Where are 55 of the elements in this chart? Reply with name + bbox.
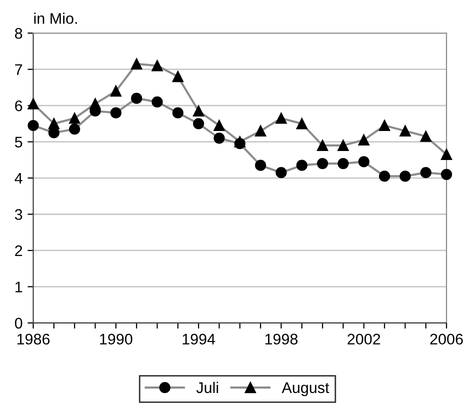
point [152, 60, 163, 72]
x-tick-label: 1986 [17, 334, 50, 345]
y-tick-label: 3 [14, 209, 22, 220]
point [358, 134, 370, 146]
point [440, 148, 452, 160]
point [254, 160, 266, 171]
point [378, 170, 390, 182]
point [400, 170, 411, 182]
y-tick-label: 7 [15, 64, 22, 75]
point [131, 58, 142, 70]
legend-label: August [282, 382, 330, 396]
point [192, 105, 204, 117]
point [214, 120, 225, 132]
legend-label: Juli [196, 382, 218, 394]
x-tick-label: 2002 [348, 334, 380, 345]
point [338, 158, 349, 170]
point [172, 107, 184, 118]
y-tick-label: 1 [16, 282, 22, 292]
point [420, 130, 432, 142]
x-tick-label: 1998 [265, 334, 298, 345]
point [172, 71, 184, 82]
point [192, 118, 204, 130]
point [378, 120, 390, 132]
point [110, 86, 122, 97]
y-tick-label: 8 [15, 28, 22, 39]
point [28, 120, 39, 132]
x-tick-label: 2006 [430, 334, 463, 345]
point [338, 140, 349, 151]
y-axis-title: in Mio. [34, 12, 77, 24]
point [254, 125, 266, 136]
point [296, 118, 308, 130]
point [316, 140, 328, 151]
y-tick-label: 0 [14, 318, 22, 329]
x-tick-label: 1990 [100, 334, 132, 345]
point [440, 168, 452, 180]
x-tick-label: 1994 [182, 334, 216, 345]
point [276, 167, 287, 178]
y-tick-label: 2 [15, 245, 22, 256]
point [69, 112, 80, 124]
point [28, 98, 39, 110]
y-tick-label: 6 [15, 100, 22, 112]
point [400, 125, 411, 136]
point [316, 158, 328, 170]
point [131, 92, 142, 104]
point [152, 96, 163, 108]
point [214, 132, 225, 144]
point [420, 167, 432, 178]
point [276, 112, 287, 124]
point [296, 160, 308, 171]
y-tick-label: 4 [14, 173, 22, 184]
point [69, 124, 80, 135]
y-tick-label: 5 [14, 136, 22, 148]
point [110, 107, 122, 118]
point [234, 138, 246, 150]
point [358, 156, 370, 168]
